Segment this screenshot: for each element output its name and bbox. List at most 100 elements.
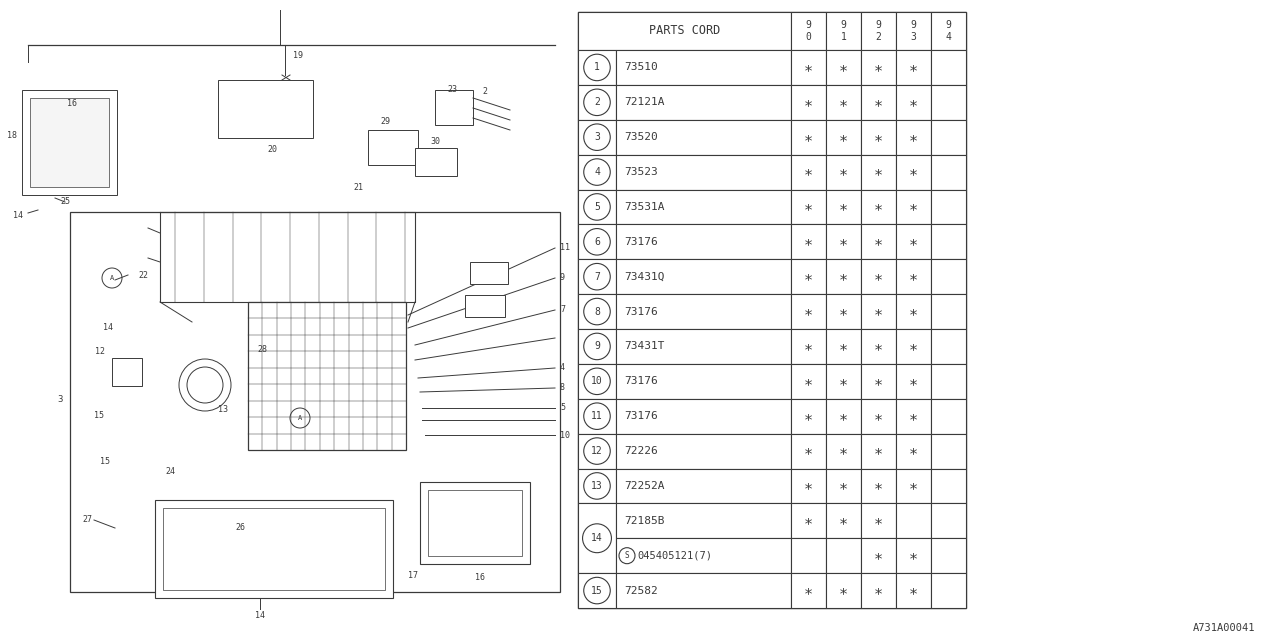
Bar — [826, 12, 861, 50]
Bar — [861, 259, 896, 294]
Text: 72582: 72582 — [625, 586, 658, 596]
Text: 27: 27 — [82, 515, 92, 525]
Text: ∗: ∗ — [874, 234, 883, 250]
Text: 22: 22 — [138, 271, 148, 280]
Bar — [616, 50, 791, 85]
Bar — [248, 302, 406, 450]
Bar — [896, 538, 931, 573]
Bar — [896, 504, 931, 538]
Bar — [791, 399, 826, 434]
Text: ∗: ∗ — [874, 60, 883, 75]
Text: 8: 8 — [561, 383, 564, 392]
Text: 9
2: 9 2 — [876, 20, 882, 42]
Text: 73523: 73523 — [625, 167, 658, 177]
Bar — [218, 80, 314, 138]
Text: ∗: ∗ — [804, 374, 813, 389]
Bar — [826, 259, 861, 294]
Bar — [579, 504, 616, 573]
Bar — [826, 120, 861, 155]
Text: 4: 4 — [594, 167, 600, 177]
Bar — [435, 90, 474, 125]
Text: 14: 14 — [255, 611, 265, 620]
Text: 73431T: 73431T — [625, 341, 664, 351]
Bar — [465, 295, 506, 317]
Bar — [931, 468, 966, 504]
Bar — [113, 358, 142, 386]
Text: ∗: ∗ — [874, 164, 883, 180]
Text: 15: 15 — [100, 458, 110, 467]
Bar — [579, 364, 616, 399]
Bar — [861, 85, 896, 120]
Bar — [861, 12, 896, 50]
Bar — [861, 120, 896, 155]
Text: ∗: ∗ — [874, 339, 883, 354]
Bar — [791, 225, 826, 259]
Text: 30: 30 — [430, 138, 440, 147]
Bar — [791, 468, 826, 504]
Text: 9
4: 9 4 — [946, 20, 951, 42]
Bar — [415, 148, 457, 176]
Bar — [861, 538, 896, 573]
Text: A: A — [298, 415, 302, 421]
Bar — [29, 98, 109, 187]
Text: 9
1: 9 1 — [841, 20, 846, 42]
Text: ∗: ∗ — [909, 164, 918, 180]
Bar — [616, 329, 791, 364]
Text: 73176: 73176 — [625, 307, 658, 317]
Bar — [896, 434, 931, 468]
Text: 25: 25 — [60, 198, 70, 207]
Bar — [896, 120, 931, 155]
Bar — [826, 225, 861, 259]
Bar — [155, 500, 393, 598]
Text: 12: 12 — [591, 446, 603, 456]
Bar — [931, 504, 966, 538]
Text: 72121A: 72121A — [625, 97, 664, 108]
Bar — [791, 189, 826, 225]
Bar — [616, 504, 791, 538]
Text: A: A — [110, 275, 114, 281]
Text: ∗: ∗ — [804, 513, 813, 528]
Text: ∗: ∗ — [838, 130, 849, 145]
Text: 73176: 73176 — [625, 376, 658, 387]
Bar — [616, 120, 791, 155]
Bar — [826, 468, 861, 504]
Text: 10: 10 — [591, 376, 603, 387]
Bar — [896, 259, 931, 294]
Text: 045405121(7): 045405121(7) — [637, 550, 712, 561]
Bar — [931, 120, 966, 155]
Text: ∗: ∗ — [909, 409, 918, 424]
Text: 5: 5 — [594, 202, 600, 212]
Bar — [791, 294, 826, 329]
Text: 23: 23 — [447, 86, 457, 95]
Text: ∗: ∗ — [838, 374, 849, 389]
Text: 12: 12 — [95, 348, 105, 356]
Text: ∗: ∗ — [804, 444, 813, 459]
Bar — [861, 50, 896, 85]
Bar — [826, 294, 861, 329]
Bar — [861, 573, 896, 608]
Text: 20: 20 — [268, 145, 276, 154]
Bar — [826, 189, 861, 225]
Bar — [896, 155, 931, 189]
Bar — [163, 508, 385, 590]
Bar — [616, 155, 791, 189]
Bar — [931, 399, 966, 434]
Bar — [616, 364, 791, 399]
Text: 7: 7 — [594, 272, 600, 282]
Text: 73531A: 73531A — [625, 202, 664, 212]
Text: 73176: 73176 — [625, 237, 658, 247]
Bar — [896, 12, 931, 50]
Text: ∗: ∗ — [874, 548, 883, 563]
Bar — [896, 329, 931, 364]
Text: ∗: ∗ — [838, 339, 849, 354]
Bar — [579, 85, 616, 120]
Text: ∗: ∗ — [874, 130, 883, 145]
Bar — [826, 85, 861, 120]
Bar — [420, 482, 530, 564]
Text: ∗: ∗ — [838, 269, 849, 284]
Text: ∗: ∗ — [909, 444, 918, 459]
Text: ∗: ∗ — [838, 200, 849, 214]
Bar — [369, 130, 419, 165]
Text: ∗: ∗ — [838, 583, 849, 598]
Bar — [896, 50, 931, 85]
